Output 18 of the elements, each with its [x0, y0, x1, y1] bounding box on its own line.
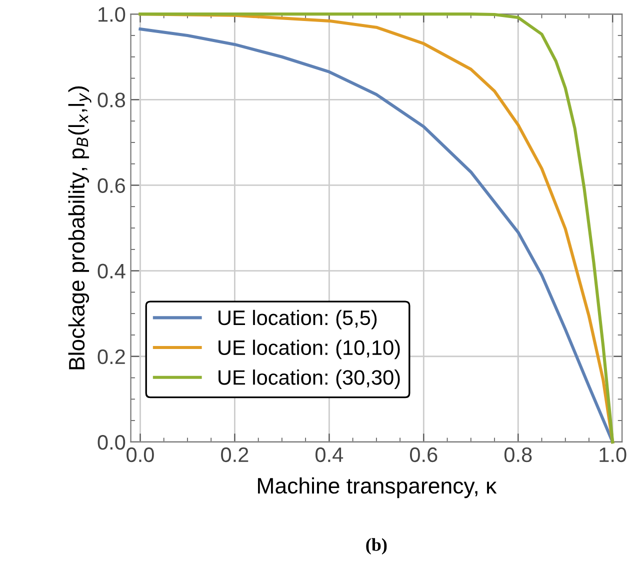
x-axis-title: Machine transparency, κ: [258, 477, 497, 498]
x-tick-label: 1.0: [600, 447, 626, 462]
y-tick-label: 0.8: [98, 92, 126, 108]
x-tick-label: 0.4: [316, 447, 344, 462]
y-tick-label: 0.6: [98, 178, 126, 193]
legend-label: UE location: (10,10): [218, 340, 400, 360]
x-tick-label: 0.2: [221, 447, 248, 462]
y-tick-label: 0.0: [98, 434, 126, 450]
y-tick-label: 1.0: [98, 7, 126, 22]
x-tick-label: 0.6: [410, 447, 438, 462]
x-tick-label: 0.8: [504, 447, 532, 462]
y-tick-label: 0.2: [98, 349, 125, 364]
legend-label: UE location: (30,30): [218, 370, 400, 389]
y-axis-title: Blockage probability, p$_{B}$(l$_{x}$,l$_{y}$): [68, 86, 92, 370]
y-tick-label: 0.4: [98, 264, 126, 279]
x-tick-label: 0.0: [126, 447, 154, 462]
legend-label: UE location: (5,5): [218, 310, 377, 330]
text: (b): [366, 538, 387, 555]
